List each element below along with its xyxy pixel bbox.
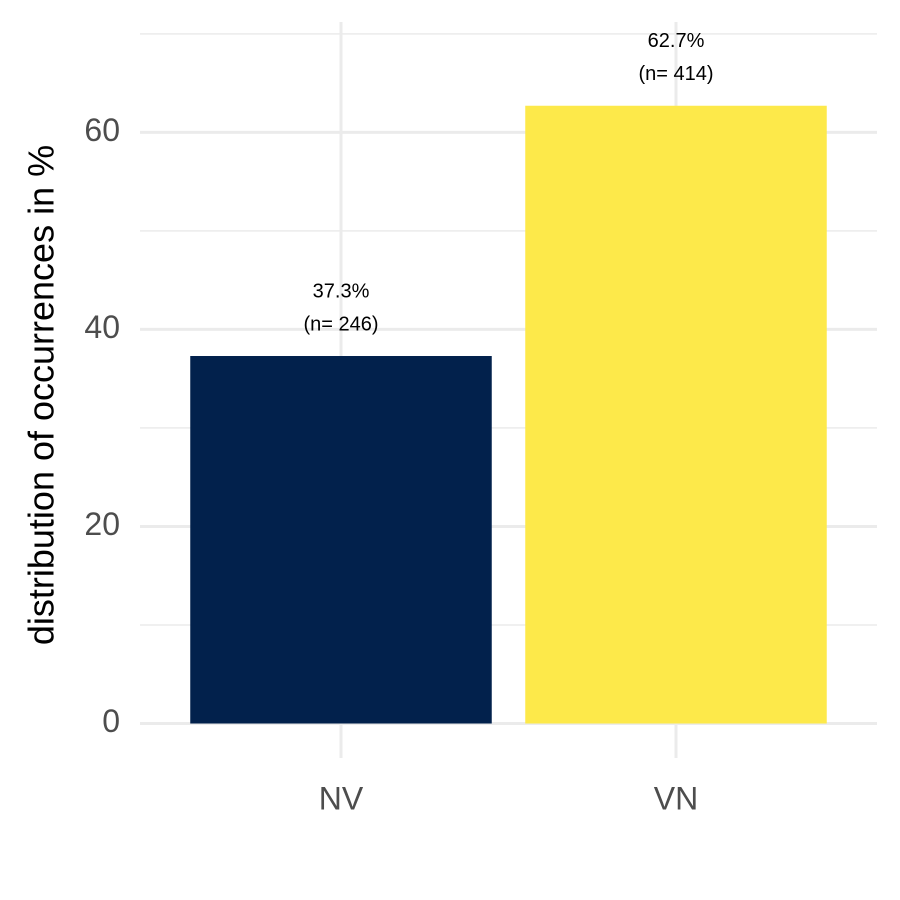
count-label: (n= 246)	[303, 313, 378, 335]
y-axis-label: distribution of occurrences in %	[21, 145, 62, 645]
bar	[525, 105, 827, 724]
value-label: 62.7%	[648, 30, 705, 52]
bar	[190, 356, 492, 724]
y-tick-label: 40	[84, 309, 120, 345]
y-tick-label: 0	[102, 703, 120, 739]
value-label: 37.3%	[313, 280, 370, 302]
count-label: (n= 414)	[638, 63, 713, 85]
y-tick-label: 60	[84, 112, 120, 148]
y-tick-label: 20	[84, 506, 120, 542]
x-tick-label: VN	[654, 780, 698, 816]
x-tick-label: NV	[319, 780, 364, 816]
